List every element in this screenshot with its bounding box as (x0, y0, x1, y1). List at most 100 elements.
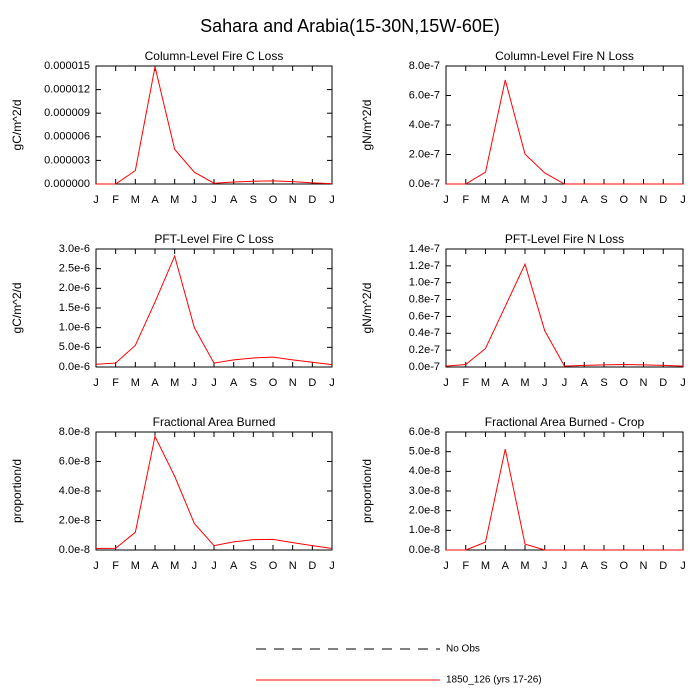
y-tick-label: 1.0e-6 (59, 322, 90, 334)
x-tick-label: M (170, 560, 179, 572)
y-tick-label: 8.0e-8 (59, 426, 90, 438)
y-tick-label: 0.6e-7 (409, 310, 440, 322)
x-tick-label: F (462, 377, 469, 389)
y-tick-label: 0.0e-8 (409, 544, 440, 556)
panel-title: Fractional Area Burned - Crop (485, 415, 645, 429)
y-axis-label: gC/m^2/d (10, 100, 24, 151)
y-tick-label: 1.4e-7 (409, 243, 440, 255)
x-tick-label: J (562, 377, 568, 389)
x-tick-label: D (308, 560, 316, 572)
y-tick-label: 6.0e-8 (59, 455, 90, 467)
x-tick-label: A (230, 377, 238, 389)
y-tick-label: 0.000000 (44, 178, 90, 190)
x-tick-label: O (619, 377, 628, 389)
x-tick-label: O (619, 560, 628, 572)
x-tick-label: A (151, 560, 159, 572)
y-tick-label: 6.0e-7 (409, 89, 440, 101)
y-tick-label: 6.0e-8 (409, 426, 440, 438)
x-tick-label: J (192, 560, 198, 572)
x-tick-label: J (542, 194, 548, 206)
y-tick-label: 2.0e-7 (409, 148, 440, 160)
y-tick-label: 0.000003 (44, 154, 90, 166)
x-tick-label: A (502, 560, 510, 572)
panel-title: Column-Level Fire C Loss (145, 49, 284, 63)
data-line (96, 66, 333, 185)
x-tick-label: N (289, 560, 297, 572)
x-tick-label: J (211, 377, 217, 389)
x-tick-label: D (659, 560, 667, 572)
y-tick-label: 0.000006 (44, 131, 90, 143)
x-tick-label: M (481, 194, 490, 206)
y-tick-label: 0.000012 (44, 84, 90, 96)
y-tick-label: 3.0e-6 (59, 243, 90, 255)
x-tick-label: F (462, 194, 469, 206)
x-tick-label: J (542, 377, 548, 389)
y-tick-label: 5.0e-6 (59, 341, 90, 353)
y-tick-label: 4.0e-8 (59, 485, 90, 497)
x-tick-label: M (520, 194, 529, 206)
x-tick-label: N (289, 377, 297, 389)
y-tick-label: 0.0e-8 (59, 544, 90, 556)
x-tick-label: S (250, 560, 257, 572)
x-tick-label: J (192, 377, 198, 389)
x-tick-label: J (93, 194, 99, 206)
y-tick-label: 4.0e-8 (409, 465, 440, 477)
panel-title: Fractional Area Burned (153, 415, 276, 429)
plot-frame (95, 431, 333, 551)
x-tick-label: J (562, 560, 568, 572)
x-tick-label: J (329, 194, 335, 206)
data-line (95, 434, 333, 550)
x-tick-label: J (542, 560, 548, 572)
y-tick-label: 2.0e-6 (59, 282, 90, 294)
panel-title: PFT-Level Fire N Loss (505, 232, 624, 246)
x-tick-label: J (329, 377, 335, 389)
x-tick-label: D (659, 194, 667, 206)
x-tick-label: S (600, 377, 607, 389)
y-tick-label: 2.0e-8 (409, 505, 440, 517)
x-tick-label: M (131, 194, 140, 206)
y-axis-label: gC/m^2/d (10, 283, 24, 334)
x-tick-label: N (640, 560, 648, 572)
x-tick-label: O (619, 194, 628, 206)
x-tick-label: M (131, 377, 140, 389)
x-tick-label: O (269, 560, 278, 572)
y-tick-label: 4.0e-7 (409, 119, 440, 131)
x-tick-label: J (680, 560, 686, 572)
y-axis-label: proportion/d (10, 459, 24, 523)
y-tick-label: 0.0e-7 (409, 178, 440, 190)
x-tick-label: N (640, 194, 648, 206)
y-tick-label: 0.000015 (44, 60, 90, 72)
x-tick-label: M (170, 377, 179, 389)
x-tick-label: A (581, 377, 589, 389)
x-tick-label: M (131, 560, 140, 572)
data-line (95, 254, 333, 366)
x-tick-label: J (443, 560, 449, 572)
x-tick-label: A (151, 194, 159, 206)
x-tick-label: A (502, 194, 510, 206)
x-tick-label: M (481, 377, 490, 389)
x-tick-label: D (308, 194, 316, 206)
x-tick-label: J (680, 377, 686, 389)
panel-title: PFT-Level Fire C Loss (154, 232, 273, 246)
legend-label: 1850_126 (yrs 17-26) (446, 675, 542, 686)
x-tick-label: J (192, 194, 198, 206)
x-tick-label: S (600, 560, 607, 572)
plot-frame (445, 65, 684, 185)
x-tick-label: A (502, 377, 510, 389)
x-tick-label: A (230, 560, 238, 572)
x-tick-label: F (112, 377, 119, 389)
y-tick-label: 1.0e-7 (409, 277, 440, 289)
x-tick-label: S (250, 377, 257, 389)
x-tick-label: J (93, 377, 99, 389)
y-tick-label: 1.5e-6 (59, 302, 90, 314)
x-tick-label: J (211, 194, 217, 206)
x-tick-label: D (659, 377, 667, 389)
x-tick-label: F (112, 194, 119, 206)
legend-label: No Obs (446, 644, 480, 655)
y-axis-label: gN/m^2/d (360, 100, 374, 151)
x-tick-label: M (520, 560, 529, 572)
data-line (446, 449, 683, 551)
x-tick-label: O (269, 377, 278, 389)
x-tick-label: J (329, 560, 335, 572)
data-line (446, 79, 683, 185)
